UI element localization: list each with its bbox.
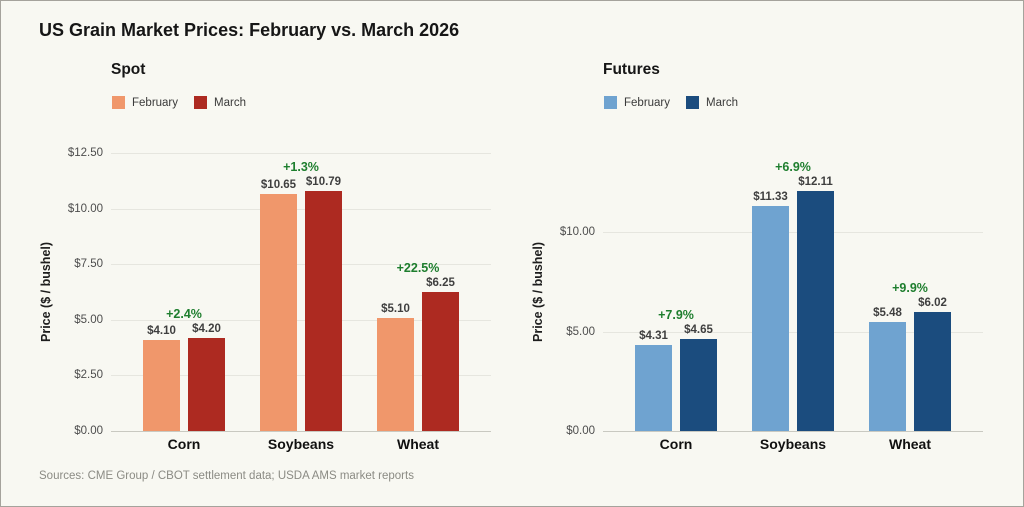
source-note: Sources: CME Group / CBOT settlement dat… bbox=[39, 470, 414, 482]
bar-value-label: $4.10 bbox=[147, 324, 176, 337]
bar-value-label: $6.02 bbox=[918, 296, 947, 309]
pct-change-label: +7.9% bbox=[658, 307, 694, 322]
spot-panel: Spot February March Price ($ / bushel) $… bbox=[39, 57, 499, 467]
spot-legend: February March bbox=[112, 96, 262, 109]
bar-march-wheat bbox=[422, 292, 459, 431]
bar-february-soybeans bbox=[752, 206, 789, 431]
y-tick-label: $12.50 bbox=[67, 147, 103, 159]
x-category-label: Wheat bbox=[397, 436, 439, 452]
legend-label-february: February bbox=[624, 96, 671, 109]
grid-line bbox=[111, 208, 491, 210]
y-tick-label: $0.00 bbox=[74, 425, 103, 437]
pct-change-label: +1.3% bbox=[283, 160, 319, 174]
futures-y-axis-label: Price ($ / bushel) bbox=[531, 241, 545, 343]
x-axis-baseline bbox=[111, 431, 491, 432]
bar-march-soybeans bbox=[797, 190, 834, 431]
bar-march-corn bbox=[680, 338, 717, 431]
y-tick-label: $7.50 bbox=[74, 258, 103, 271]
futures-plot-area: $10.00 $5.00 $0.00 $4.31 $4.65 +7.9% Corn $11.3… bbox=[560, 153, 983, 452]
spot-plot-area: $12.50 $10.00 $7.50 $5.00 $2.50 $0.00 $4.10 $4.… bbox=[68, 147, 491, 452]
bar-march-soybeans bbox=[305, 191, 342, 431]
bar-value-label: $12.11 bbox=[798, 175, 833, 188]
bar-february-wheat bbox=[869, 322, 906, 431]
bar-value-label: $10.65 bbox=[260, 179, 297, 192]
y-tick-label: $2.50 bbox=[74, 369, 103, 382]
x-category-label: Corn bbox=[167, 436, 201, 452]
bar-march-wheat bbox=[914, 311, 951, 431]
futures-panel-title: Futures bbox=[603, 61, 660, 78]
grid-line bbox=[603, 232, 983, 234]
futures-panel: Futures February March Price ($ / bushel… bbox=[531, 57, 991, 467]
x-axis-baseline bbox=[603, 431, 983, 432]
y-tick-label: $5.00 bbox=[566, 325, 595, 338]
legend-label-february: February bbox=[132, 96, 179, 109]
grid-line bbox=[111, 319, 491, 321]
x-category-label: Soybeans bbox=[267, 436, 335, 452]
legend-swatch-february bbox=[604, 96, 617, 109]
bar-value-label: $4.31 bbox=[639, 330, 668, 343]
bar-value-label: $6.25 bbox=[426, 277, 455, 289]
x-category-label: Soybeans bbox=[759, 436, 827, 452]
legend-swatch-march bbox=[686, 96, 700, 109]
legend-label-march: March bbox=[214, 96, 246, 109]
y-tick-label: $0.00 bbox=[566, 425, 595, 437]
grid-line bbox=[111, 264, 491, 266]
pct-change-label: +6.9% bbox=[775, 159, 811, 174]
bar-value-label: $4.65 bbox=[684, 323, 713, 336]
x-category-label: Corn bbox=[659, 436, 693, 452]
page-title: US Grain Market Prices: February vs. Mar… bbox=[39, 20, 460, 40]
bar-value-label: $10.79 bbox=[305, 176, 342, 188]
pct-change-label: +22.5% bbox=[396, 261, 440, 275]
spot-y-axis-label: Price ($ / bushel) bbox=[39, 241, 53, 343]
bar-february-corn bbox=[143, 339, 180, 431]
spot-panel-title: Spot bbox=[111, 61, 146, 78]
x-category-label: Wheat bbox=[889, 436, 931, 452]
y-tick-label: $10.00 bbox=[559, 226, 595, 239]
bar-february-wheat bbox=[377, 317, 414, 431]
legend-swatch-february bbox=[112, 96, 125, 109]
bar-march-corn bbox=[188, 337, 225, 431]
pct-change-label: +9.9% bbox=[892, 280, 928, 295]
grid-line bbox=[111, 153, 491, 154]
y-tick-label: $5.00 bbox=[74, 313, 103, 326]
bar-february-corn bbox=[635, 345, 672, 431]
bar-value-label: $5.10 bbox=[381, 302, 410, 315]
y-tick-label: $10.00 bbox=[67, 202, 103, 215]
legend-label-march: March bbox=[706, 96, 738, 109]
bar-value-label: $5.48 bbox=[873, 307, 902, 320]
grid-line bbox=[603, 331, 983, 333]
bar-value-label: $4.20 bbox=[192, 322, 221, 335]
pct-change-label: +2.4% bbox=[166, 306, 202, 321]
futures-legend: February March bbox=[604, 96, 754, 109]
bar-february-soybeans bbox=[260, 194, 297, 431]
grid-line bbox=[111, 375, 491, 377]
legend-swatch-march bbox=[194, 96, 208, 109]
bar-value-label: $11.33 bbox=[753, 191, 788, 203]
